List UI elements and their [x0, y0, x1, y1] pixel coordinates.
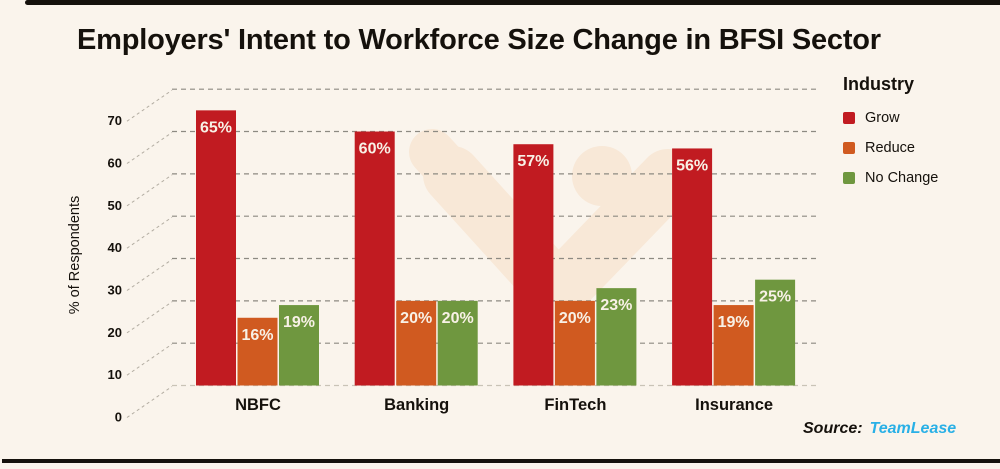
watermark-logo-dot [572, 146, 632, 206]
y-tick-diagonal-20 [126, 301, 173, 334]
bar-no-change-insurance [755, 279, 796, 386]
legend: Industry Grow Reduce No Change [843, 74, 938, 200]
bar-value-label: 19% [283, 314, 315, 331]
y-tick-label-50: 50 [108, 198, 122, 213]
bar-value-label: 65% [200, 119, 232, 136]
source-name: TeamLease [869, 420, 957, 437]
y-tick-label-10: 10 [108, 367, 122, 382]
legend-items: Grow Reduce No Change [843, 110, 938, 186]
legend-swatch-icon [843, 112, 855, 124]
y-tick-diagonal-0 [126, 386, 173, 418]
legend-item-label: Reduce [865, 140, 915, 156]
y-tick-label-40: 40 [108, 240, 122, 255]
bar-grow-insurance [672, 148, 713, 386]
source-prefix: Source: [803, 420, 863, 437]
legend-item-reduce: Reduce [843, 140, 938, 156]
legend-item-label: No Change [865, 170, 939, 186]
legend-item-label: Grow [865, 110, 900, 126]
bar-value-label: 20% [400, 310, 432, 327]
top-border [25, 0, 1000, 5]
bar-reduce-banking [396, 300, 437, 386]
category-label-fintech: FinTech [544, 396, 606, 414]
bar-value-label: 19% [718, 314, 750, 331]
category-label-banking: Banking [384, 396, 449, 414]
y-tick-diagonal-70 [126, 89, 173, 122]
bar-grow-fintech [513, 144, 554, 386]
bar-reduce-insurance [713, 305, 754, 386]
bar-reduce-nbfc [237, 317, 278, 386]
bottom-border [2, 459, 1000, 463]
y-tick-label-30: 30 [108, 283, 122, 298]
watermark-logo-arm [409, 129, 515, 241]
bar-no-change-banking [437, 300, 478, 386]
source-line: Source: TeamLease [803, 420, 956, 438]
bar-no-change-nbfc [279, 305, 319, 386]
page-title: Employers' Intent to Workforce Size Chan… [77, 24, 881, 56]
bar-value-label: 20% [442, 310, 474, 327]
category-label-nbfc: NBFC [235, 396, 281, 414]
bar-value-label: 60% [359, 141, 391, 158]
y-tick-diagonal-60 [126, 132, 173, 164]
y-tick-diagonal-10 [126, 343, 173, 376]
bar-value-label: 23% [600, 297, 632, 314]
y-axis-title: % of Respondents [67, 196, 83, 315]
bar-value-label: 25% [759, 289, 791, 306]
y-tick-label-20: 20 [108, 325, 122, 340]
legend-swatch-icon [843, 142, 855, 154]
y-tick-diagonal-40 [126, 216, 173, 249]
category-label-insurance: Insurance [695, 396, 773, 414]
bar-value-label: 20% [559, 310, 591, 327]
bar-no-change-fintech [596, 288, 637, 386]
y-tick-label-0: 0 [115, 410, 122, 425]
bar-value-label: 57% [517, 153, 549, 170]
bar-grow-nbfc [196, 110, 236, 386]
legend-item-no-change: No Change [843, 170, 938, 186]
y-tick-diagonal-50 [126, 174, 173, 207]
bar-value-label: 56% [676, 157, 708, 174]
bar-reduce-fintech [554, 300, 595, 386]
y-tick-diagonal-30 [126, 259, 173, 291]
legend-swatch-icon [843, 172, 855, 184]
y-tick-label-60: 60 [108, 156, 122, 171]
bar-grow-banking [354, 131, 395, 386]
legend-item-grow: Grow [843, 110, 938, 126]
bar-value-label: 16% [241, 327, 273, 344]
y-tick-label-70: 70 [108, 113, 122, 128]
legend-title: Industry [843, 74, 915, 94]
